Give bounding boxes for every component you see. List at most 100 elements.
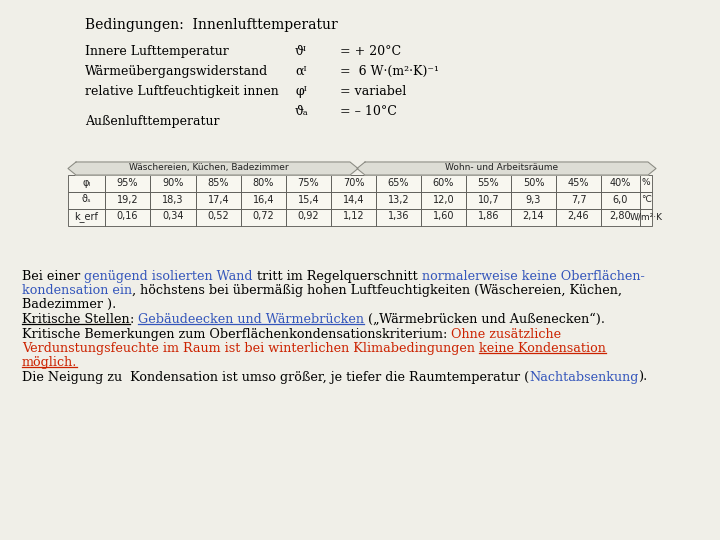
Text: tritt im Regelquerschnitt: tritt im Regelquerschnitt bbox=[253, 270, 421, 283]
Text: („Wärmebrücken und Außenecken“).: („Wärmebrücken und Außenecken“). bbox=[364, 313, 605, 326]
Text: =  6 W·(m²·K)⁻¹: = 6 W·(m²·K)⁻¹ bbox=[340, 65, 439, 78]
Bar bbox=[556, 209, 601, 226]
Text: ).: ). bbox=[639, 371, 648, 384]
Text: φᴵ: φᴵ bbox=[295, 85, 307, 98]
Bar bbox=[511, 192, 556, 209]
Bar bbox=[150, 209, 196, 226]
Text: Innere Lufttemperatur: Innere Lufttemperatur bbox=[85, 45, 229, 58]
Text: relative Luftfeuchtigkeit innen: relative Luftfeuchtigkeit innen bbox=[85, 85, 279, 98]
Text: 13,2: 13,2 bbox=[387, 194, 409, 205]
Text: 2,46: 2,46 bbox=[567, 212, 589, 221]
Polygon shape bbox=[68, 162, 358, 175]
Bar bbox=[640, 209, 652, 226]
Bar bbox=[150, 192, 196, 209]
Text: Kritische Bemerkungen zum Oberflächenkondensationskriterium:: Kritische Bemerkungen zum Oberflächenkon… bbox=[22, 328, 451, 341]
Text: 65%: 65% bbox=[388, 178, 409, 187]
Text: k_erf: k_erf bbox=[75, 211, 99, 222]
Bar bbox=[68, 209, 105, 226]
Text: 0,92: 0,92 bbox=[297, 212, 319, 221]
Bar bbox=[241, 209, 286, 226]
Text: 0,16: 0,16 bbox=[117, 212, 138, 221]
Text: 2,14: 2,14 bbox=[523, 212, 544, 221]
Bar bbox=[331, 175, 376, 192]
Bar bbox=[196, 175, 241, 192]
Text: normalerweise keine Oberflächen-: normalerweise keine Oberflächen- bbox=[421, 270, 644, 283]
Text: 7,7: 7,7 bbox=[571, 194, 586, 205]
Text: 14,4: 14,4 bbox=[343, 194, 364, 205]
Text: 9,3: 9,3 bbox=[526, 194, 541, 205]
Text: 0,34: 0,34 bbox=[162, 212, 184, 221]
Text: Wohn- und Arbeitsräume: Wohn- und Arbeitsräume bbox=[446, 163, 559, 172]
Bar bbox=[640, 192, 652, 209]
Text: 15,4: 15,4 bbox=[297, 194, 319, 205]
Text: 90%: 90% bbox=[162, 178, 184, 187]
Bar bbox=[68, 175, 105, 192]
Text: 70%: 70% bbox=[343, 178, 364, 187]
Bar bbox=[331, 209, 376, 226]
Text: Bedingungen:  Innenlufttemperatur: Bedingungen: Innenlufttemperatur bbox=[85, 18, 338, 32]
Bar bbox=[511, 175, 556, 192]
Text: 0,52: 0,52 bbox=[207, 212, 230, 221]
Text: Wäschereien, Küchen, Badezimmer: Wäschereien, Küchen, Badezimmer bbox=[129, 163, 289, 172]
Text: 50%: 50% bbox=[523, 178, 544, 187]
Bar bbox=[376, 209, 421, 226]
Bar bbox=[601, 209, 640, 226]
Text: ϑₐ: ϑₐ bbox=[295, 105, 309, 118]
Bar bbox=[286, 175, 331, 192]
Bar bbox=[376, 175, 421, 192]
Text: 75%: 75% bbox=[297, 178, 319, 187]
Text: 1,36: 1,36 bbox=[388, 212, 409, 221]
Text: kondensation ein: kondensation ein bbox=[22, 284, 132, 297]
Bar bbox=[601, 175, 640, 192]
Text: 60%: 60% bbox=[433, 178, 454, 187]
Text: Kritische Stellen: Kritische Stellen bbox=[22, 313, 130, 326]
Text: :: : bbox=[130, 313, 138, 326]
Bar bbox=[105, 175, 150, 192]
Text: Gebäudeecken und Wärmebrücken: Gebäudeecken und Wärmebrücken bbox=[138, 313, 364, 326]
Text: Verdunstungsfeuchte im Raum ist bei winterlichen Klimabedingungen: Verdunstungsfeuchte im Raum ist bei wint… bbox=[22, 342, 479, 355]
Bar bbox=[150, 175, 196, 192]
Text: 1,60: 1,60 bbox=[433, 212, 454, 221]
Bar bbox=[286, 209, 331, 226]
Bar bbox=[196, 209, 241, 226]
Bar bbox=[421, 175, 466, 192]
Bar bbox=[466, 192, 511, 209]
Bar bbox=[511, 209, 556, 226]
Bar bbox=[241, 192, 286, 209]
Bar bbox=[376, 192, 421, 209]
Bar bbox=[421, 192, 466, 209]
Text: Bei einer: Bei einer bbox=[22, 270, 84, 283]
Text: %: % bbox=[642, 178, 650, 187]
Bar bbox=[331, 192, 376, 209]
Text: genügend isolierten Wand: genügend isolierten Wand bbox=[84, 270, 253, 283]
Bar bbox=[421, 209, 466, 226]
Text: = + 20°C: = + 20°C bbox=[340, 45, 401, 58]
Text: 18,3: 18,3 bbox=[162, 194, 184, 205]
Text: 55%: 55% bbox=[477, 178, 499, 187]
Bar bbox=[68, 192, 105, 209]
Text: möglich.: möglich. bbox=[22, 356, 77, 369]
Text: Badezimmer ).: Badezimmer ). bbox=[22, 298, 116, 311]
Text: 95%: 95% bbox=[117, 178, 138, 187]
Text: αᴵ: αᴵ bbox=[295, 65, 307, 78]
Text: keine Kondensation: keine Kondensation bbox=[479, 342, 606, 355]
Text: 85%: 85% bbox=[208, 178, 229, 187]
Bar bbox=[640, 175, 652, 192]
Text: Außenlufttemperatur: Außenlufttemperatur bbox=[85, 115, 220, 128]
Text: 12,0: 12,0 bbox=[433, 194, 454, 205]
Text: 16,4: 16,4 bbox=[253, 194, 274, 205]
Text: 10,7: 10,7 bbox=[477, 194, 499, 205]
Text: ϑₛ: ϑₛ bbox=[81, 194, 91, 205]
Text: Ohne zusätzliche: Ohne zusätzliche bbox=[451, 328, 562, 341]
Bar bbox=[466, 209, 511, 226]
Text: Die Neigung zu  Kondensation ist umso größer, je tiefer die Raumtemperatur (: Die Neigung zu Kondensation ist umso grö… bbox=[22, 371, 529, 384]
Bar bbox=[241, 175, 286, 192]
Text: 1,12: 1,12 bbox=[343, 212, 364, 221]
Text: = – 10°C: = – 10°C bbox=[340, 105, 397, 118]
Text: 40%: 40% bbox=[610, 178, 631, 187]
Bar bbox=[286, 192, 331, 209]
Bar bbox=[105, 192, 150, 209]
Text: ϑᴵ: ϑᴵ bbox=[295, 45, 307, 58]
Polygon shape bbox=[357, 162, 656, 175]
Text: 2,80: 2,80 bbox=[610, 212, 631, 221]
